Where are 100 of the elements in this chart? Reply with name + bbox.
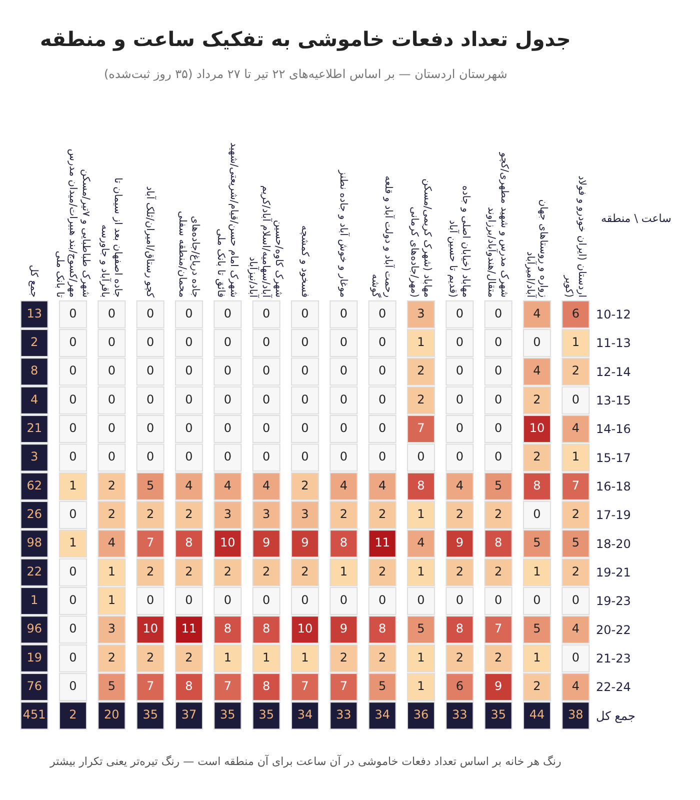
x-tick-label: جمع کل [28, 264, 40, 298]
data-label: 0 [69, 364, 77, 378]
x-tick-label: کچو رستاق/امیران/ثلک آباد [144, 186, 158, 298]
y-tick-label: 20-22 [596, 622, 631, 637]
x-tick-label: زواره و روستاهای جهان آباد/امیرآباد [524, 199, 548, 299]
data-label: 8 [262, 679, 270, 693]
data-label: 2 [30, 335, 38, 349]
data-label: 3 [108, 622, 116, 636]
data-label: 0 [185, 306, 193, 320]
data-label: 0 [572, 593, 580, 607]
data-label: 0 [262, 364, 270, 378]
data-label: 76 [26, 679, 42, 693]
data-label: 0 [224, 450, 232, 464]
x-tick-label: فسخود و کمشچه [298, 225, 310, 298]
y-tick-label: 16-18 [596, 480, 631, 494]
data-label: 0 [69, 650, 77, 664]
data-label: 8 [30, 364, 38, 378]
data-label: 2 [301, 478, 309, 492]
data-label: 8 [494, 536, 502, 550]
data-label: 1 [30, 593, 38, 607]
data-label: 0 [146, 593, 154, 607]
data-label: 0 [224, 392, 232, 406]
data-label: 9 [494, 679, 502, 693]
data-label: 8 [533, 478, 541, 492]
data-label: 1 [572, 450, 580, 464]
data-label: 0 [301, 392, 309, 406]
data-label: 0 [108, 306, 116, 320]
data-label: 19 [26, 650, 42, 664]
data-label: 2 [456, 650, 464, 664]
data-label: 2 [494, 507, 502, 521]
data-label: 1 [417, 650, 425, 664]
data-label: 35 [142, 708, 158, 722]
data-label: 3 [417, 306, 425, 320]
data-label: 2 [108, 507, 116, 521]
data-label: 1 [108, 593, 116, 607]
data-label: 8 [262, 622, 270, 636]
data-label: 1 [417, 564, 425, 578]
data-label: 1 [533, 564, 541, 578]
x-tick-label: جاده اصفهان بعد از سیمان تا باقرآباد و جاورسه [98, 177, 123, 298]
y-tick-label: جمع کل [596, 708, 636, 723]
chart-subtitle: شهرستان اردستان — بر اساس اطلاعیه‌های ۲۲ تیر تا ۲۷ مرداد (۳۵ روز ثبت‌شده) [104, 67, 508, 81]
data-label: 11 [181, 622, 197, 636]
y-tick-label: 19-21 [596, 566, 631, 580]
data-label: 7 [417, 421, 425, 435]
data-label: 1 [301, 650, 309, 664]
data-label: 0 [146, 392, 154, 406]
data-label: 2 [108, 478, 116, 492]
data-label: 0 [378, 306, 386, 320]
data-label: 21 [26, 421, 42, 435]
data-label: 0 [108, 450, 116, 464]
data-label: 0 [494, 306, 502, 320]
data-label: 7 [494, 622, 502, 636]
data-label: 5 [108, 679, 116, 693]
data-label: 0 [69, 335, 77, 349]
data-label: 2 [224, 564, 232, 578]
data-label: 0 [494, 364, 502, 378]
data-label: 0 [108, 335, 116, 349]
data-label: 1 [533, 650, 541, 664]
data-label: 0 [108, 364, 116, 378]
data-label: 0 [456, 593, 464, 607]
data-label: 7 [146, 536, 154, 550]
data-label: 5 [533, 536, 541, 550]
data-label: 0 [262, 450, 270, 464]
data-label: 1 [108, 564, 116, 578]
data-label: 0 [378, 421, 386, 435]
data-label: 7 [146, 679, 154, 693]
data-label: 0 [69, 679, 77, 693]
data-label: 1 [417, 679, 425, 693]
x-tick-label: شهرک طباطبایی و ۷تیر/مسکن مهر/کسوج/بند هبیرات/میدان مدرس تا بانک ملی [54, 148, 91, 298]
data-label: 2 [494, 650, 502, 664]
data-label: 4 [572, 622, 580, 636]
data-label: 0 [340, 421, 348, 435]
y-tick-label: 18-20 [596, 536, 631, 551]
data-label: 0 [146, 450, 154, 464]
data-label: 2 [378, 564, 386, 578]
data-label: 0 [494, 421, 502, 435]
data-label: 35 [490, 708, 506, 722]
data-label: 0 [301, 364, 309, 378]
data-label: 8 [185, 536, 193, 550]
data-label: 2 [108, 650, 116, 664]
y-tick-label: 22-24 [596, 680, 631, 694]
data-label: 4 [533, 364, 541, 378]
data-label: 6 [572, 306, 580, 320]
data-label: 0 [456, 364, 464, 378]
data-label: 4 [378, 478, 386, 492]
data-label: 35 [220, 708, 236, 722]
data-label: 1 [69, 478, 77, 492]
data-label: 34 [297, 708, 313, 722]
x-tick-label: اردستان (ایران خودرو و فولاد کویر) [562, 175, 587, 298]
data-label: 0 [69, 507, 77, 521]
data-label: 0 [224, 306, 232, 320]
data-label: 0 [146, 364, 154, 378]
data-label: 451 [22, 708, 46, 722]
y-tick-label: 19-23 [596, 594, 631, 608]
data-label: 0 [146, 421, 154, 435]
data-label: 13 [26, 306, 42, 320]
data-label: 26 [26, 507, 42, 521]
data-label: 0 [301, 421, 309, 435]
data-label: 1 [572, 335, 580, 349]
data-label: 9 [262, 536, 270, 550]
